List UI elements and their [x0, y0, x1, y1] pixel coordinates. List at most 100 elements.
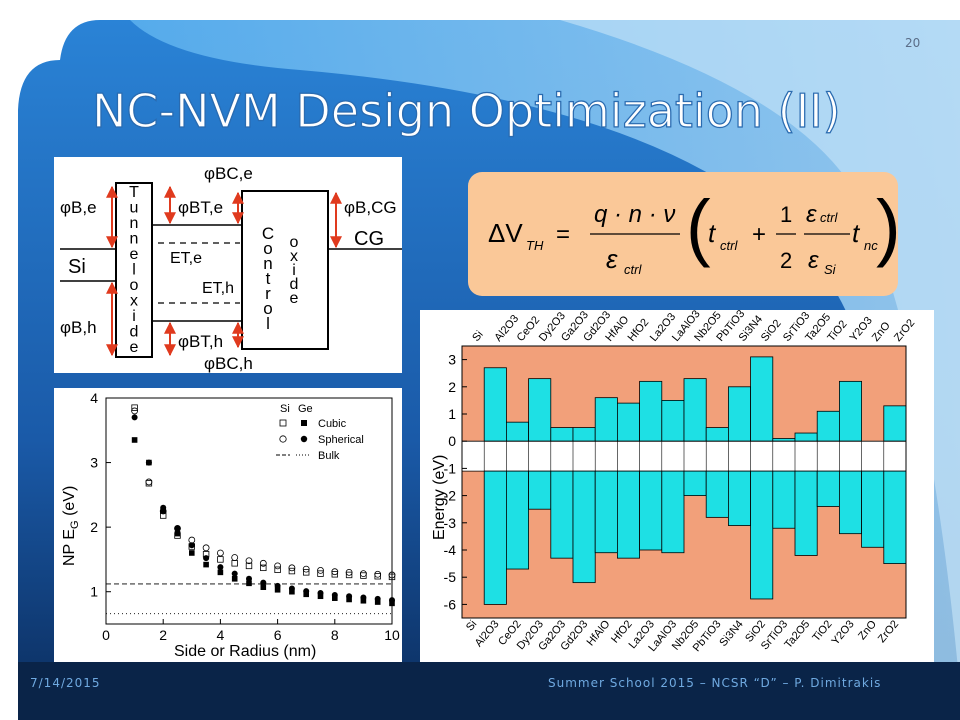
bar-valence: [705, 470, 729, 518]
tunnel-oxide-letter: e: [130, 339, 139, 356]
point-si-cubic: [231, 560, 238, 567]
point-si-spherical: [188, 536, 196, 544]
y-tick-label: 2: [90, 519, 98, 535]
formula-t-nc: t: [852, 218, 861, 248]
point-si-cubic: [360, 572, 367, 579]
point-ge-spherical: [188, 542, 195, 549]
bar-valence: [661, 470, 685, 554]
bar-valence: [683, 470, 707, 496]
bar-conduction: [727, 386, 751, 442]
svg-text:): ): [876, 185, 898, 268]
footer-text: Summer School 2015 – NCSR “D” – P. Dimit…: [548, 676, 882, 690]
formula-box: ΔV TH = q · n · ν ε ctrl ( t ctrl + 1 2 …: [468, 172, 901, 296]
bar-valence: [883, 470, 907, 564]
point-ge-spherical: [231, 570, 238, 577]
point-si-cubic: [388, 573, 396, 581]
point-ge-cubic: [260, 584, 267, 590]
control-oxide-letter: o: [290, 234, 299, 251]
tunnel-oxide-letter: n: [130, 215, 139, 232]
label-phi-b-e: φB,e: [60, 198, 97, 217]
bar-valence: [616, 470, 640, 559]
label-cg: CG: [354, 228, 384, 250]
label-si: Si: [68, 256, 86, 278]
bar-conduction: [528, 378, 552, 442]
point-ge-spherical: [246, 575, 252, 582]
y-tick-label: -2: [444, 488, 457, 504]
category-label-bottom: Si3N4: [717, 618, 745, 649]
point-si-cubic: [345, 571, 353, 579]
point-ge-spherical: [288, 585, 295, 592]
formula-delta-v: ΔV: [488, 218, 523, 248]
band-offset-chart-panel: Energy (eV) Si Si Al2O3 Al2O3 CeO2 CeO2 Dy2O3 D…: [420, 308, 934, 662]
tunnel-oxide-letter: T: [129, 184, 139, 201]
y-tick-label: 0: [448, 433, 456, 449]
label-et-h: ET,h: [202, 280, 234, 297]
label-phi-bt-h: φBT,h: [178, 332, 223, 351]
category-label-top: Y2O3: [848, 315, 875, 344]
y-axis-label: NP EG (eV): [61, 486, 81, 566]
category-label-bottom: ZrO2: [876, 618, 901, 645]
bar-valence: [528, 470, 552, 510]
y-tick-label: 2: [448, 379, 456, 395]
point-si-cubic: [374, 573, 381, 580]
point-ge-spherical: [260, 579, 267, 586]
point-ge-spherical: [160, 504, 167, 511]
point-ge-spherical: [217, 564, 224, 571]
point-ge-cubic: [131, 437, 138, 443]
point-ge-spherical: [317, 590, 324, 597]
y-tick-label: -3: [444, 515, 457, 531]
control-oxide-letter: i: [292, 262, 296, 279]
point-ge-cubic: [289, 588, 295, 595]
svg-text:(: (: [686, 185, 711, 268]
point-ge-spherical: [360, 594, 367, 601]
legend-cubic: Cubic: [318, 418, 347, 430]
formula-t-ctrl: t: [708, 218, 717, 248]
category-label-bottom: Y2O3: [830, 618, 857, 647]
x-axis-label: Side or Radius (nm): [174, 643, 316, 660]
control-letter: o: [263, 299, 272, 318]
formula-eps-ctrl: ε: [806, 201, 817, 228]
point-ge-spherical: [174, 525, 181, 532]
formula-eps-si: ε: [808, 247, 819, 274]
label-phi-bt-e: φBT,e: [178, 198, 223, 217]
y-tick-label: 1: [90, 584, 98, 600]
y-tick-label: 4: [90, 390, 98, 406]
point-ge-cubic: [303, 591, 309, 598]
point-ge-cubic: [231, 576, 238, 582]
tunnel-oxide-letter: l: [132, 262, 136, 279]
point-si-cubic: [260, 564, 267, 572]
bar-conduction: [883, 405, 907, 442]
formula-delta-v-sub: TH: [526, 238, 544, 253]
category-label-bottom: Ta2O5: [782, 618, 812, 651]
y-tick-label: -6: [444, 596, 457, 612]
x-tick-label: 8: [331, 627, 339, 643]
label-phi-b-h: φB,h: [60, 318, 97, 337]
point-ge-cubic: [174, 530, 181, 537]
footer-date: 7/14/2015: [30, 676, 101, 690]
label-phi-bc-h: φBC,h: [204, 354, 253, 373]
bar-valence: [816, 470, 840, 507]
point-si-spherical: [145, 478, 153, 486]
bar-valence: [483, 470, 507, 605]
formula-eps-ctrl-sub: ctrl: [820, 210, 838, 225]
y-tick-label: -1: [444, 460, 457, 476]
bandgap-chart: NP EG (eV) Side or Radius (nm) Si Ge Cub…: [61, 390, 400, 660]
point-si-spherical: [131, 407, 138, 415]
control-letter: t: [266, 269, 271, 288]
y-tick-label: 3: [448, 352, 456, 368]
x-tick-label: 0: [102, 627, 110, 643]
formula-denominator: ε: [606, 244, 618, 274]
y-tick-label: 1: [448, 406, 456, 422]
point-ge-spherical: [331, 591, 338, 598]
point-si-spherical: [245, 557, 253, 565]
bar-conduction: [750, 356, 774, 442]
control-letter: o: [263, 239, 272, 258]
point-si-spherical: [231, 554, 239, 561]
point-ge-cubic: [389, 600, 395, 607]
point-si-spherical: [202, 544, 210, 552]
formula-half-num: 1: [780, 202, 792, 227]
tunnel-oxide-letter: x: [130, 293, 138, 310]
legend-bulk: Bulk: [318, 450, 340, 462]
point-si-cubic: [317, 570, 324, 577]
point-si-cubic: [245, 562, 253, 570]
